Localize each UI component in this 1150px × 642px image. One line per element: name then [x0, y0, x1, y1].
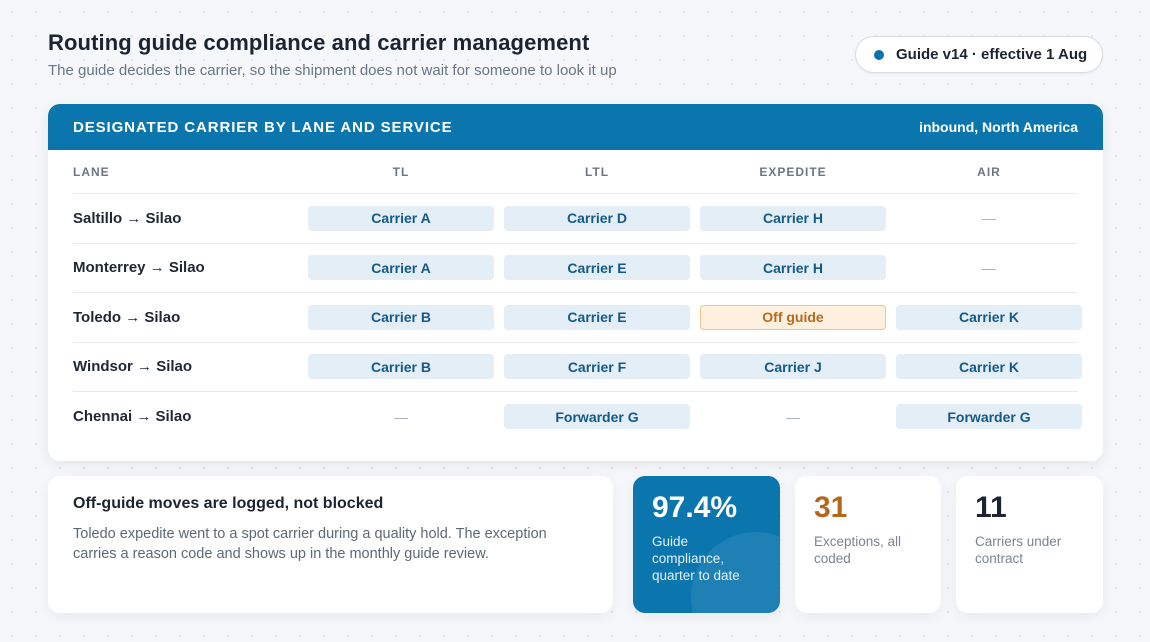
carrier-chip: Carrier J: [700, 354, 886, 380]
lane-name: Chennai → Silao: [73, 408, 192, 426]
table-row: Toledo → Silao Carrier B Carrier E Off g…: [73, 293, 1082, 343]
carrier-chip: Carrier B: [308, 354, 494, 380]
carrier-chip: Carrier H: [700, 205, 886, 231]
page-title: Routing guide compliance and carrier man…: [48, 30, 590, 55]
table-row: Chennai → Silao — Forwarder G — Forwarde…: [73, 392, 1082, 442]
compliance-label: Guide compliance, quarter to date: [652, 534, 740, 583]
column-header-expedite: EXPEDITE: [759, 164, 827, 179]
carrier-chip: Carrier D: [504, 205, 690, 231]
card-header: DESIGNATED CARRIER BY LANE AND SERVICE i…: [48, 104, 1103, 150]
table-row: Windsor → Silao Carrier B Carrier F Carr…: [73, 343, 1082, 392]
carrier-chip: Carrier F: [504, 354, 690, 380]
off-guide-chip: Off guide: [700, 304, 886, 330]
carriers-value: 11: [975, 491, 1007, 524]
table-scope: inbound, North America: [919, 119, 1078, 135]
carrier-chip: Carrier K: [896, 354, 1082, 380]
lane-name: Toledo → Silao: [73, 308, 181, 326]
carrier-chip: Carrier H: [700, 255, 886, 281]
carriers-label: Carriers under contract: [975, 534, 1062, 566]
compliance-stat-card: 97.4% Guide compliance, quarter to date: [633, 476, 780, 613]
column-header-air: AIR: [977, 164, 1001, 179]
exceptions-stat-card: 31 Exceptions, all coded: [795, 476, 941, 613]
no-carrier-dash: —: [982, 259, 996, 276]
table-title: DESIGNATED CARRIER BY LANE AND SERVICE: [73, 118, 453, 136]
carrier-chip: Carrier K: [896, 304, 1082, 330]
carriers-stat-card: 11 Carriers under contract: [956, 476, 1103, 613]
carrier-chip: Carrier E: [504, 255, 690, 281]
lane-name: Monterrey → Silao: [73, 259, 205, 277]
carrier-chip: Forwarder G: [896, 404, 1082, 430]
column-header-tl: TL: [392, 164, 410, 179]
carrier-table-card: DESIGNATED CARRIER BY LANE AND SERVICE i…: [48, 104, 1103, 461]
note-title: Off-guide moves are logged, not blocked: [73, 495, 384, 512]
carrier-chip: Carrier A: [308, 205, 494, 231]
table-row: Monterrey → Silao Carrier A Carrier E Ca…: [73, 244, 1078, 293]
carrier-chip: Forwarder G: [504, 404, 690, 430]
guide-version-badge: Guide v14 · effective 1 Aug: [855, 36, 1103, 73]
exceptions-label: Exceptions, all coded: [814, 534, 902, 566]
no-carrier-dash: —: [982, 210, 996, 227]
lane-name: Windsor → Silao: [73, 358, 193, 376]
note-body: Toledo expedite went to a spot carrier d…: [73, 526, 547, 562]
carrier-chip: Carrier E: [504, 304, 690, 330]
no-carrier-dash: —: [394, 408, 408, 425]
off-guide-note-card: Off-guide moves are logged, not blocked …: [48, 476, 613, 613]
table-row: Saltillo → Silao Carrier A Carrier D Car…: [73, 194, 1078, 244]
carrier-chip: Carrier B: [308, 304, 494, 330]
status-dot-icon: [874, 49, 884, 60]
column-header-lane: LANE: [73, 164, 110, 179]
guide-version-label: Guide v14 · effective 1 Aug: [896, 46, 1088, 63]
compliance-value: 97.4%: [652, 491, 738, 524]
page-subtitle: The guide decides the carrier, so the sh…: [48, 62, 617, 79]
exceptions-value: 31: [814, 491, 848, 524]
carrier-grid: LANE TL LTL EXPEDITE AIR Saltillo → Sila…: [73, 150, 1082, 442]
carrier-chip: Carrier A: [308, 255, 494, 281]
no-carrier-dash: —: [786, 408, 800, 425]
lane-name: Saltillo → Silao: [73, 209, 182, 227]
table-header-row: LANE TL LTL EXPEDITE AIR: [73, 150, 1078, 194]
column-header-ltl: LTL: [584, 164, 610, 179]
